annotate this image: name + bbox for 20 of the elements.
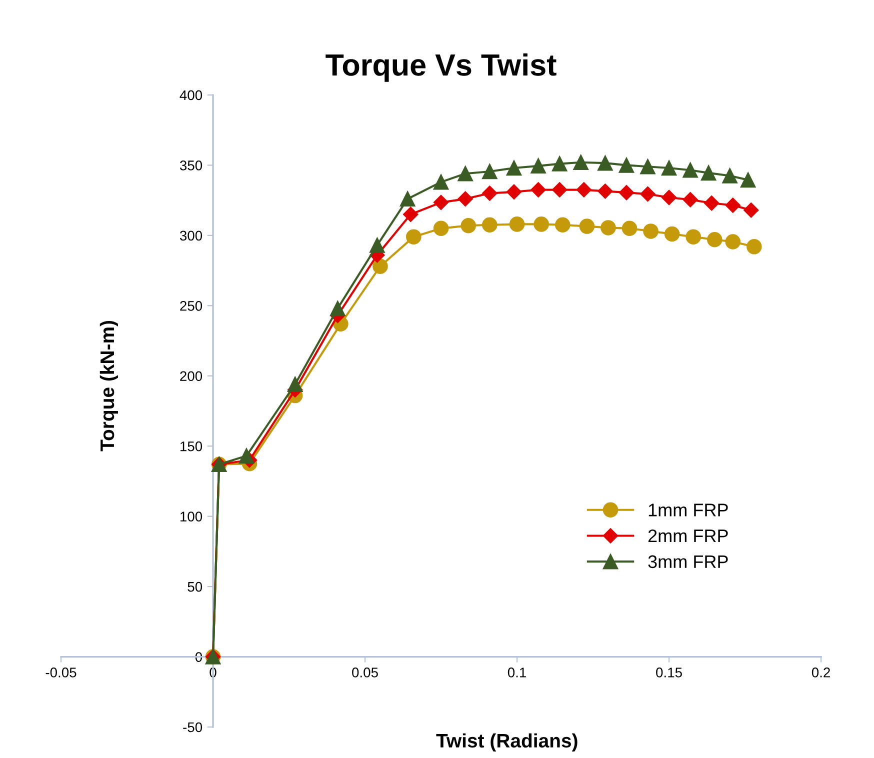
x-tick-label: -0.05 (46, 668, 76, 678)
y-tick-label: 350 (180, 160, 202, 170)
y-tick-label: 400 (180, 90, 202, 100)
chart-title: Torque Vs Twist (326, 53, 556, 82)
legend-label: 3mm FRP (648, 555, 728, 568)
x-axis-title: Twist (Radians) (436, 733, 578, 752)
y-tick-label: 250 (180, 300, 202, 311)
y-tick-label: 200 (180, 371, 202, 382)
y-tick-label: 150 (180, 441, 202, 452)
x-tick-label: 0.15 (656, 668, 682, 678)
x-tick-label: 0.1 (508, 668, 526, 678)
legend-label: 2mm FRP (648, 529, 728, 542)
legend-label: 1mm FRP (648, 504, 728, 516)
x-tick-label: 0.2 (812, 668, 830, 678)
y-tick-label: 50 (188, 582, 202, 592)
y-tick-label: -50 (183, 722, 202, 732)
y-tick-label: 300 (180, 230, 202, 241)
y-axis-title: Torque (kN-m) (100, 320, 118, 452)
x-tick-label: 0.05 (352, 668, 378, 678)
y-tick-label: 100 (180, 512, 202, 522)
